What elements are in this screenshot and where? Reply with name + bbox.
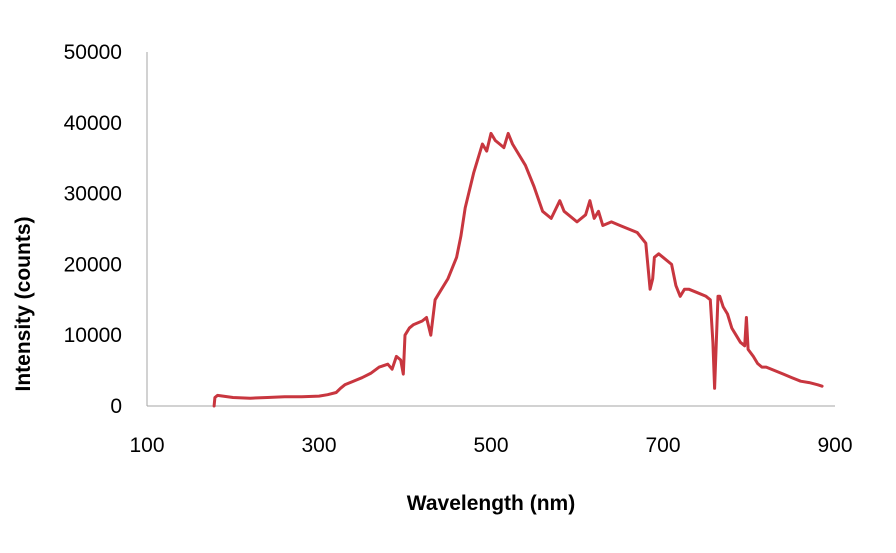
x-axis-title: Wavelength (nm) (407, 492, 575, 515)
y-tick-label: 10000 (64, 324, 122, 347)
series-group (212, 131, 824, 408)
y-tick-label: 30000 (64, 183, 122, 206)
y-tick-label: 0 (110, 395, 122, 418)
y-tick-label: 40000 (64, 112, 122, 135)
y-axis-ticks: 0 10000 20000 30000 40000 50000 (64, 41, 122, 418)
x-axis-ticks: 100 300 500 700 900 (129, 434, 852, 457)
x-tick-label: 700 (645, 434, 680, 457)
x-tick-label: 900 (817, 434, 852, 457)
series-line (212, 131, 824, 408)
y-axis-title: Intensity (counts) (12, 216, 35, 391)
y-tick-label: 20000 (64, 253, 122, 276)
y-tick-label: 50000 (64, 41, 122, 64)
x-tick-label: 500 (473, 434, 508, 457)
x-tick-label: 100 (129, 434, 164, 457)
x-tick-label: 300 (301, 434, 336, 457)
